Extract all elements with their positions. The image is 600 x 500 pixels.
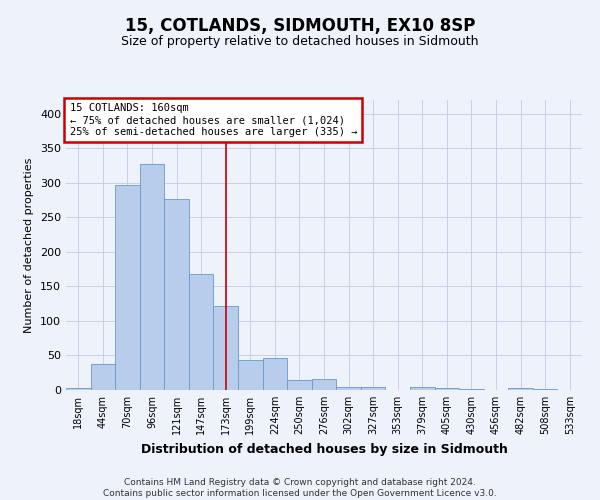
Bar xyxy=(140,164,164,390)
Bar xyxy=(410,386,434,390)
Bar xyxy=(66,388,91,390)
Text: 15 COTLANDS: 160sqm
← 75% of detached houses are smaller (1,024)
25% of semi-det: 15 COTLANDS: 160sqm ← 75% of detached ho… xyxy=(70,104,357,136)
Bar xyxy=(164,198,189,390)
Bar xyxy=(189,274,214,390)
Bar xyxy=(263,358,287,390)
Text: 15, COTLANDS, SIDMOUTH, EX10 8SP: 15, COTLANDS, SIDMOUTH, EX10 8SP xyxy=(125,18,475,36)
Text: Size of property relative to detached houses in Sidmouth: Size of property relative to detached ho… xyxy=(121,35,479,48)
Bar xyxy=(508,388,533,390)
Bar xyxy=(115,185,140,390)
X-axis label: Distribution of detached houses by size in Sidmouth: Distribution of detached houses by size … xyxy=(140,442,508,456)
Text: Contains HM Land Registry data © Crown copyright and database right 2024.
Contai: Contains HM Land Registry data © Crown c… xyxy=(103,478,497,498)
Bar xyxy=(312,379,336,390)
Bar xyxy=(91,364,115,390)
Bar xyxy=(238,360,263,390)
Bar xyxy=(361,386,385,390)
Bar xyxy=(214,306,238,390)
Y-axis label: Number of detached properties: Number of detached properties xyxy=(25,158,34,332)
Bar xyxy=(434,388,459,390)
Bar xyxy=(336,387,361,390)
Bar xyxy=(287,380,312,390)
